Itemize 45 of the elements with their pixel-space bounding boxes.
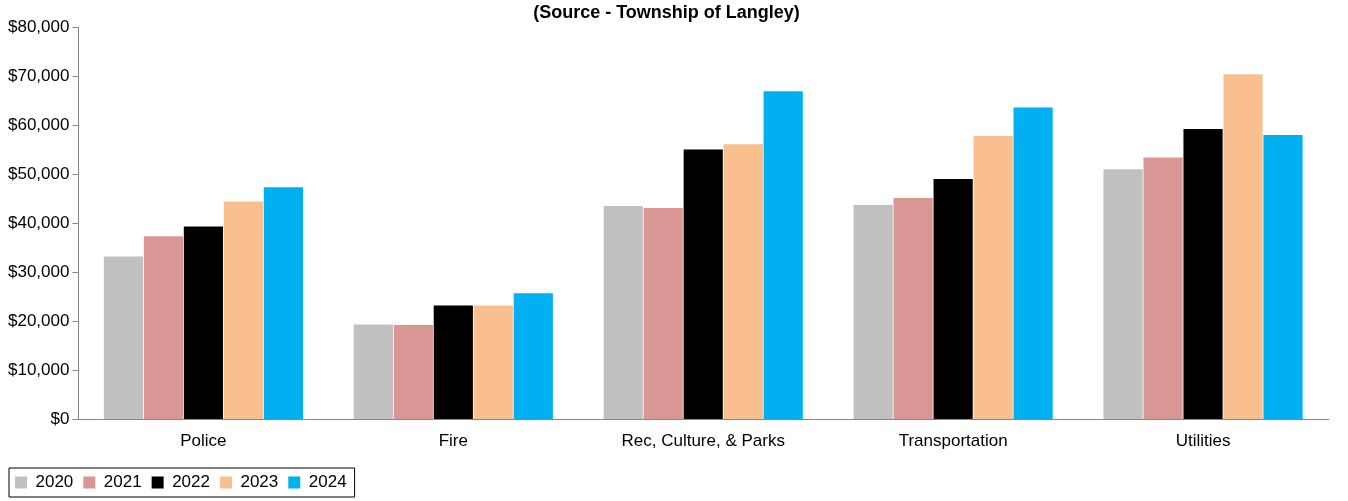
- y-tick-label: $80,000: [8, 17, 70, 37]
- bar: [603, 205, 643, 420]
- bar: [1183, 129, 1223, 420]
- legend-label: 2024: [308, 472, 347, 492]
- x-tick-label: Police: [180, 431, 227, 451]
- legend-label: 2023: [240, 472, 279, 492]
- y-tick-label: $60,000: [8, 115, 70, 135]
- bar: [433, 305, 473, 420]
- y-tick-label: $20,000: [8, 311, 70, 331]
- chart-title: (Source - Township of Langley): [533, 1, 800, 22]
- y-tick-label: $50,000: [8, 164, 70, 184]
- x-tick-label: Transportation: [898, 431, 1008, 451]
- bar: [1103, 169, 1143, 420]
- y-tick-label: $0: [50, 409, 70, 429]
- bar: [643, 207, 683, 420]
- bar: [763, 91, 803, 420]
- legend-label: 2021: [103, 472, 142, 492]
- bar: [973, 135, 1013, 420]
- x-tick-label: Utilities: [1175, 431, 1231, 451]
- y-tick-label: $10,000: [8, 360, 70, 380]
- bar: [723, 144, 763, 420]
- bar: [1263, 134, 1303, 420]
- bar: [143, 236, 184, 420]
- bar: [223, 201, 263, 420]
- bar: [893, 198, 933, 420]
- x-tick-label: Fire: [438, 431, 468, 451]
- bar: [263, 187, 303, 420]
- bar: [933, 179, 973, 420]
- bar: [853, 204, 893, 420]
- y-tick-label: $70,000: [8, 66, 70, 86]
- bar: [183, 226, 223, 420]
- y-tick-label: $40,000: [8, 213, 70, 233]
- bar: [353, 324, 393, 420]
- bar: [473, 305, 513, 420]
- legend-label: 2020: [35, 472, 74, 492]
- bar: [683, 149, 723, 420]
- legend-label: 2022: [172, 472, 210, 492]
- y-tick-label: $30,000: [8, 262, 70, 282]
- bar: [513, 293, 553, 420]
- bar: [1143, 157, 1183, 420]
- bar: [1223, 74, 1263, 420]
- bar: [103, 256, 144, 420]
- bar: [393, 325, 433, 420]
- bar: [1013, 107, 1053, 420]
- x-tick-label: Rec, Culture, & Parks: [621, 431, 785, 451]
